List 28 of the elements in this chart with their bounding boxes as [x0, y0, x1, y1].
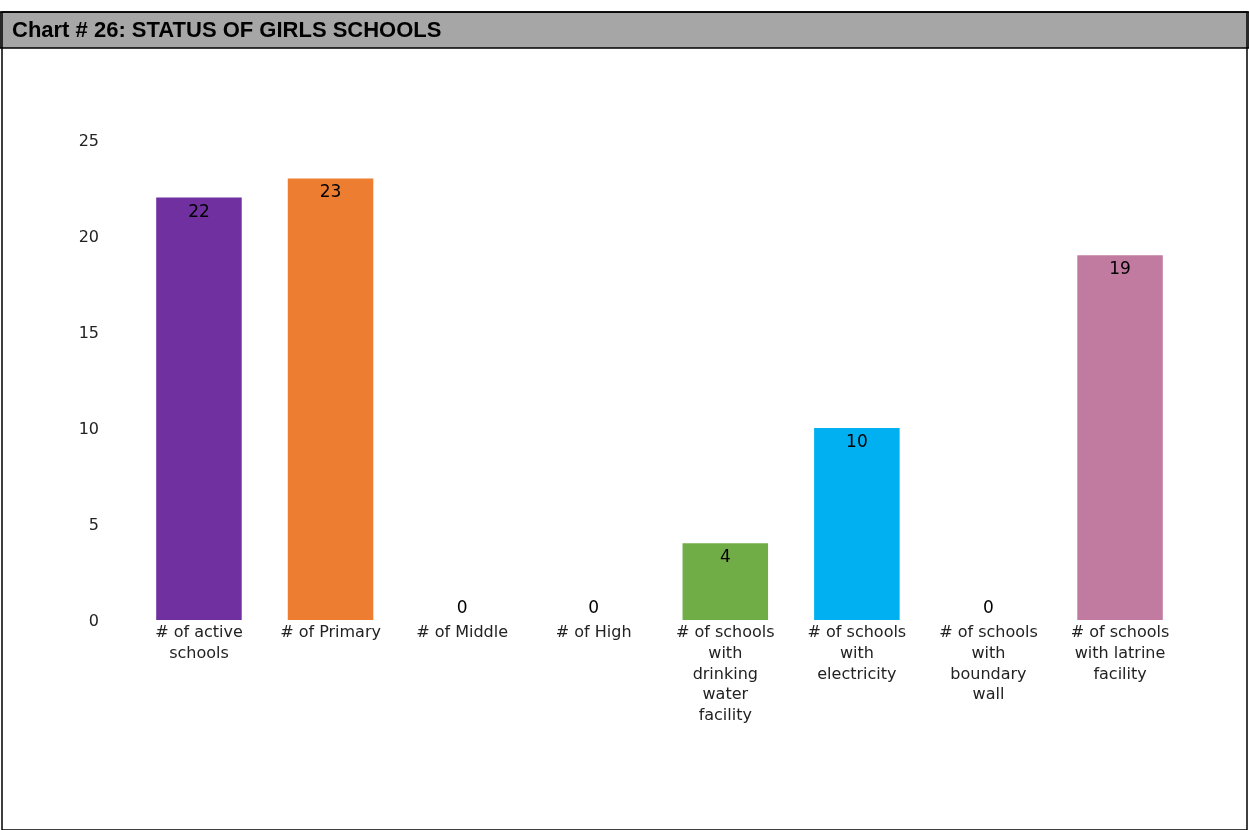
data-label: 10 [846, 431, 868, 451]
bar [287, 178, 374, 620]
x-tick-label: # of Primary [280, 622, 381, 641]
data-label: 19 [1109, 258, 1131, 279]
bar [156, 197, 242, 620]
chart-title: Chart # 26: STATUS OF GIRLS SCHOOLS [12, 17, 442, 42]
bar [814, 428, 900, 620]
data-label: 0 [456, 597, 468, 617]
bar [1077, 255, 1163, 620]
data-label: 0 [588, 597, 600, 617]
data-label: 23 [319, 181, 342, 202]
data-label: 22 [188, 200, 210, 221]
y-tick-label: 15 [78, 322, 99, 342]
data-label: 4 [719, 546, 731, 567]
y-tick-label: 0 [88, 610, 99, 630]
x-tick-label: # of active schools [155, 622, 243, 662]
x-tick-label: # of schools with boundary wall [939, 622, 1038, 704]
y-tick-label: 20 [78, 226, 99, 246]
x-tick-label: # of High [555, 622, 632, 641]
x-tick-label: # of schools with electricity [807, 622, 907, 683]
bar [682, 543, 769, 620]
y-tick-label: 10 [78, 418, 99, 438]
x-tick-label: # of schools with latrine facility [1070, 622, 1170, 683]
y-tick-label: 25 [78, 130, 99, 150]
y-tick-label: 5 [88, 514, 99, 534]
data-label: 0 [983, 597, 994, 617]
x-tick-label: # of Middle [416, 622, 509, 641]
x-tick-label: # of schools with drinking water facility [675, 622, 775, 725]
